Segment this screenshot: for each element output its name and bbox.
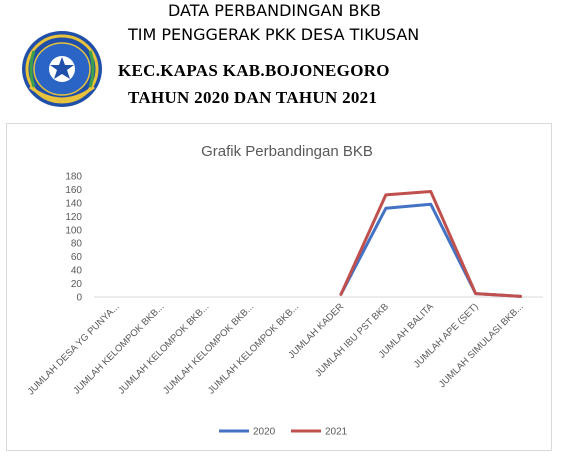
x-category-label: JUMLAH IBU PST BKB: [313, 301, 391, 379]
y-tick-label: 80: [71, 239, 83, 250]
chart-container: Grafik Perbandingan BKB 0 20 40 60 80 100 120 1…: [6, 123, 552, 451]
y-tick-label: 120: [65, 212, 82, 223]
series-line-2020: [339, 202, 523, 298]
legend-label: 2021: [325, 427, 348, 438]
line-chart: Grafik Perbandingan BKB 0 20 40 60 80 100 120 1…: [26, 143, 543, 438]
header-line-3: KEC.KAPAS KAB.BOJONEGORO: [118, 61, 390, 80]
y-tick-label: 0: [76, 293, 82, 304]
y-tick-label: 100: [65, 225, 82, 236]
regency-emblem-icon: [22, 31, 102, 107]
x-category-label: JUMLAH KELOMPOK BKB...: [71, 301, 166, 396]
chart-title: Grafik Perbandingan BKB: [201, 143, 373, 160]
y-tick-label: 180: [65, 172, 82, 183]
header-line-1: DATA PERBANDINGAN BKB: [168, 1, 381, 20]
data-point-2021: [474, 292, 477, 295]
y-tick-label: 60: [71, 252, 83, 263]
y-tick-label: 140: [65, 198, 82, 209]
header-line-4: TAHUN 2020 DAN TAHUN 2021: [128, 88, 378, 107]
header-line-2: TIM PENGGERAK PKK DESA TIKUSAN: [128, 25, 420, 44]
data-point-2021: [429, 190, 432, 193]
x-category-label: JUMLAH KELOMPOK BKB...: [161, 301, 256, 396]
report-header: DATA PERBANDINGAN BKB TIM PENGGERAK PKK …: [0, 0, 575, 118]
y-tick-label: 20: [71, 279, 83, 290]
x-category-label: JUMLAH KELOMPOK BKB...: [116, 301, 211, 396]
y-tick-label: 160: [65, 185, 82, 196]
y-tick-label: 40: [71, 266, 83, 277]
data-point-2020: [429, 203, 432, 206]
data-point-2021: [519, 295, 522, 298]
data-point-2021: [339, 293, 342, 296]
data-point-2021: [384, 193, 387, 196]
legend-label: 2020: [253, 427, 276, 438]
x-category-label: JUMLAH SIMULASI BKB...: [437, 301, 526, 390]
data-point-2020: [384, 207, 387, 210]
x-category-label: JUMLAH DESA YG PUNYA...: [26, 301, 122, 397]
x-category-label: JUMLAH KELOMPOK BKB...: [206, 301, 301, 396]
